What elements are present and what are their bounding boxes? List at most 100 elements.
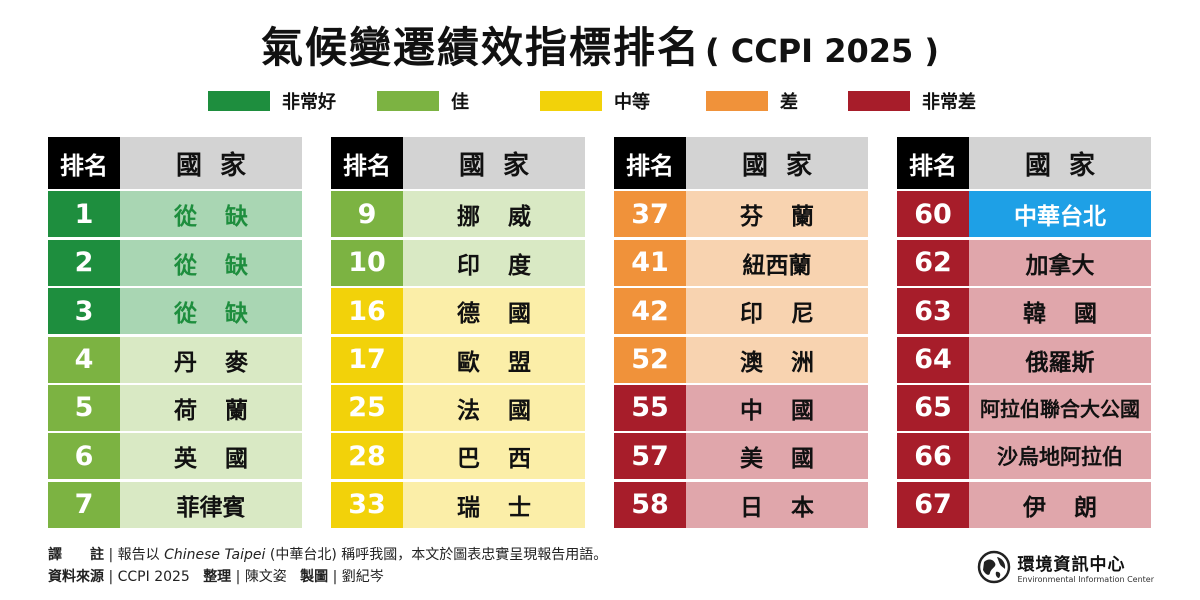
- header-country: 國家: [686, 137, 868, 189]
- country-cell: 從缺: [120, 191, 302, 238]
- table-row: 7 菲律賓: [48, 481, 302, 528]
- rank-cell: 5: [48, 384, 120, 431]
- table-row: 52 澳洲: [614, 336, 868, 383]
- rank-cell: 65: [897, 384, 969, 431]
- rank-cell: 52: [614, 336, 686, 383]
- country-cell: 日本: [686, 481, 868, 528]
- rank-cell: 10: [331, 239, 403, 286]
- country-cell: 英國: [120, 433, 302, 480]
- rank-cell: 33: [331, 481, 403, 528]
- note-post: (中華台北) 稱呼我國，本文於圖表忠實呈現報告用語。: [265, 547, 608, 563]
- table-header: 排名 國家: [614, 137, 868, 189]
- table-row: 1 從缺: [48, 191, 302, 238]
- rank-cell: 42: [614, 288, 686, 335]
- separator: |: [108, 569, 114, 585]
- header-rank: 排名: [331, 137, 403, 189]
- country-cell: 俄羅斯: [969, 336, 1151, 383]
- country-cell: 從缺: [120, 239, 302, 286]
- country-cell: 瑞士: [403, 481, 585, 528]
- country-cell: 伊朗: [969, 481, 1151, 528]
- rank-cell: 28: [331, 433, 403, 480]
- rank-cell: 60: [897, 191, 969, 238]
- table-row: 5 荷蘭: [48, 384, 302, 431]
- country-cell: 法國: [403, 384, 585, 431]
- rank-cell: 6: [48, 433, 120, 480]
- footer: 譯 註 | 報告以 Chinese Taipei (中華台北) 稱呼我國，本文於…: [48, 544, 607, 588]
- legend-label: 中等: [614, 92, 650, 113]
- header-country: 國家: [403, 137, 585, 189]
- table-row: 33 瑞士: [331, 481, 585, 528]
- rank-cell: 4: [48, 336, 120, 383]
- legend-item-very-good: 非常好: [208, 88, 336, 114]
- country-cell: 從缺: [120, 288, 302, 335]
- table-row: 25 法國: [331, 384, 585, 431]
- editor-label: 整理: [203, 569, 232, 585]
- legend-item-good: 佳: [377, 88, 469, 114]
- header-country: 國家: [120, 137, 302, 189]
- table-row: 57 美國: [614, 433, 868, 480]
- rank-cell: 66: [897, 433, 969, 480]
- country-cell: 菲律賓: [120, 481, 302, 528]
- separator: |: [235, 569, 241, 585]
- rank-cell: 41: [614, 239, 686, 286]
- logo-zh: 環境資訊中心: [1017, 555, 1126, 575]
- country-cell: 歐盟: [403, 336, 585, 383]
- table-row: 16 德國: [331, 288, 585, 335]
- country-cell: 芬蘭: [686, 191, 868, 238]
- country-cell: 印度: [403, 239, 585, 286]
- rank-cell: 3: [48, 288, 120, 335]
- legend-label: 差: [780, 92, 798, 113]
- table-row: 37 芬蘭: [614, 191, 868, 238]
- rank-cell: 57: [614, 433, 686, 480]
- title-sub: ( CCPI 2025 ): [704, 32, 940, 70]
- legend-swatch: [377, 91, 439, 111]
- country-cell: 美國: [686, 433, 868, 480]
- designer-value: 劉紀岑: [341, 569, 384, 585]
- country-cell: 德國: [403, 288, 585, 335]
- rank-cell: 62: [897, 239, 969, 286]
- rank-cell: 25: [331, 384, 403, 431]
- legend-item-poor: 差: [706, 88, 798, 114]
- table-row: 2 從缺: [48, 239, 302, 286]
- rank-cell: 16: [331, 288, 403, 335]
- table-row: 64 俄羅斯: [897, 336, 1151, 383]
- table-row: 63 韓國: [897, 288, 1151, 335]
- legend-item-very-poor: 非常差: [848, 88, 976, 114]
- header-country: 國家: [969, 137, 1151, 189]
- ranking-table: 排名 國家 37 芬蘭 41 紐西蘭 42 印尼 52 澳洲 55 中國 57 美國 58 日本: [614, 137, 868, 528]
- country-cell: 加拿大: [969, 239, 1151, 286]
- legend-swatch: [848, 91, 910, 111]
- rank-cell: 9: [331, 191, 403, 238]
- page-title: 氣候變遷績效指標排名( CCPI 2025 ): [0, 14, 1200, 75]
- logo: 環境資訊中心 Environmental Information Center: [977, 550, 1154, 584]
- table-header: 排名 國家: [48, 137, 302, 189]
- country-cell: 中國: [686, 384, 868, 431]
- table-header: 排名 國家: [331, 137, 585, 189]
- table-row: 28 巴西: [331, 433, 585, 480]
- logo-en: Environmental Information Center: [1017, 575, 1154, 584]
- legend-item-medium: 中等: [540, 88, 650, 114]
- table-row: 55 中國: [614, 384, 868, 431]
- country-cell: 中華台北: [969, 191, 1151, 238]
- header-rank: 排名: [614, 137, 686, 189]
- source-value: CCPI 2025: [117, 569, 190, 585]
- editor-value: 陳文姿: [244, 569, 287, 585]
- header-rank: 排名: [897, 137, 969, 189]
- note-italic: Chinese Taipei: [164, 547, 266, 563]
- rank-cell: 55: [614, 384, 686, 431]
- table-row: 58 日本: [614, 481, 868, 528]
- country-cell: 挪威: [403, 191, 585, 238]
- country-cell: 紐西蘭: [686, 239, 868, 286]
- country-cell: 丹麥: [120, 336, 302, 383]
- source-label: 資料來源: [48, 569, 104, 585]
- rank-cell: 58: [614, 481, 686, 528]
- legend-swatch: [208, 91, 270, 111]
- footer-note: 譯 註 | 報告以 Chinese Taipei (中華台北) 稱呼我國，本文於…: [48, 544, 607, 566]
- rank-cell: 67: [897, 481, 969, 528]
- table-row: 65 阿拉伯聯合大公國: [897, 384, 1151, 431]
- note-label: 譯 註: [48, 547, 104, 563]
- table-row: 10 印度: [331, 239, 585, 286]
- country-cell: 印尼: [686, 288, 868, 335]
- legend-label: 非常差: [922, 92, 976, 113]
- globe-icon: [978, 550, 1011, 584]
